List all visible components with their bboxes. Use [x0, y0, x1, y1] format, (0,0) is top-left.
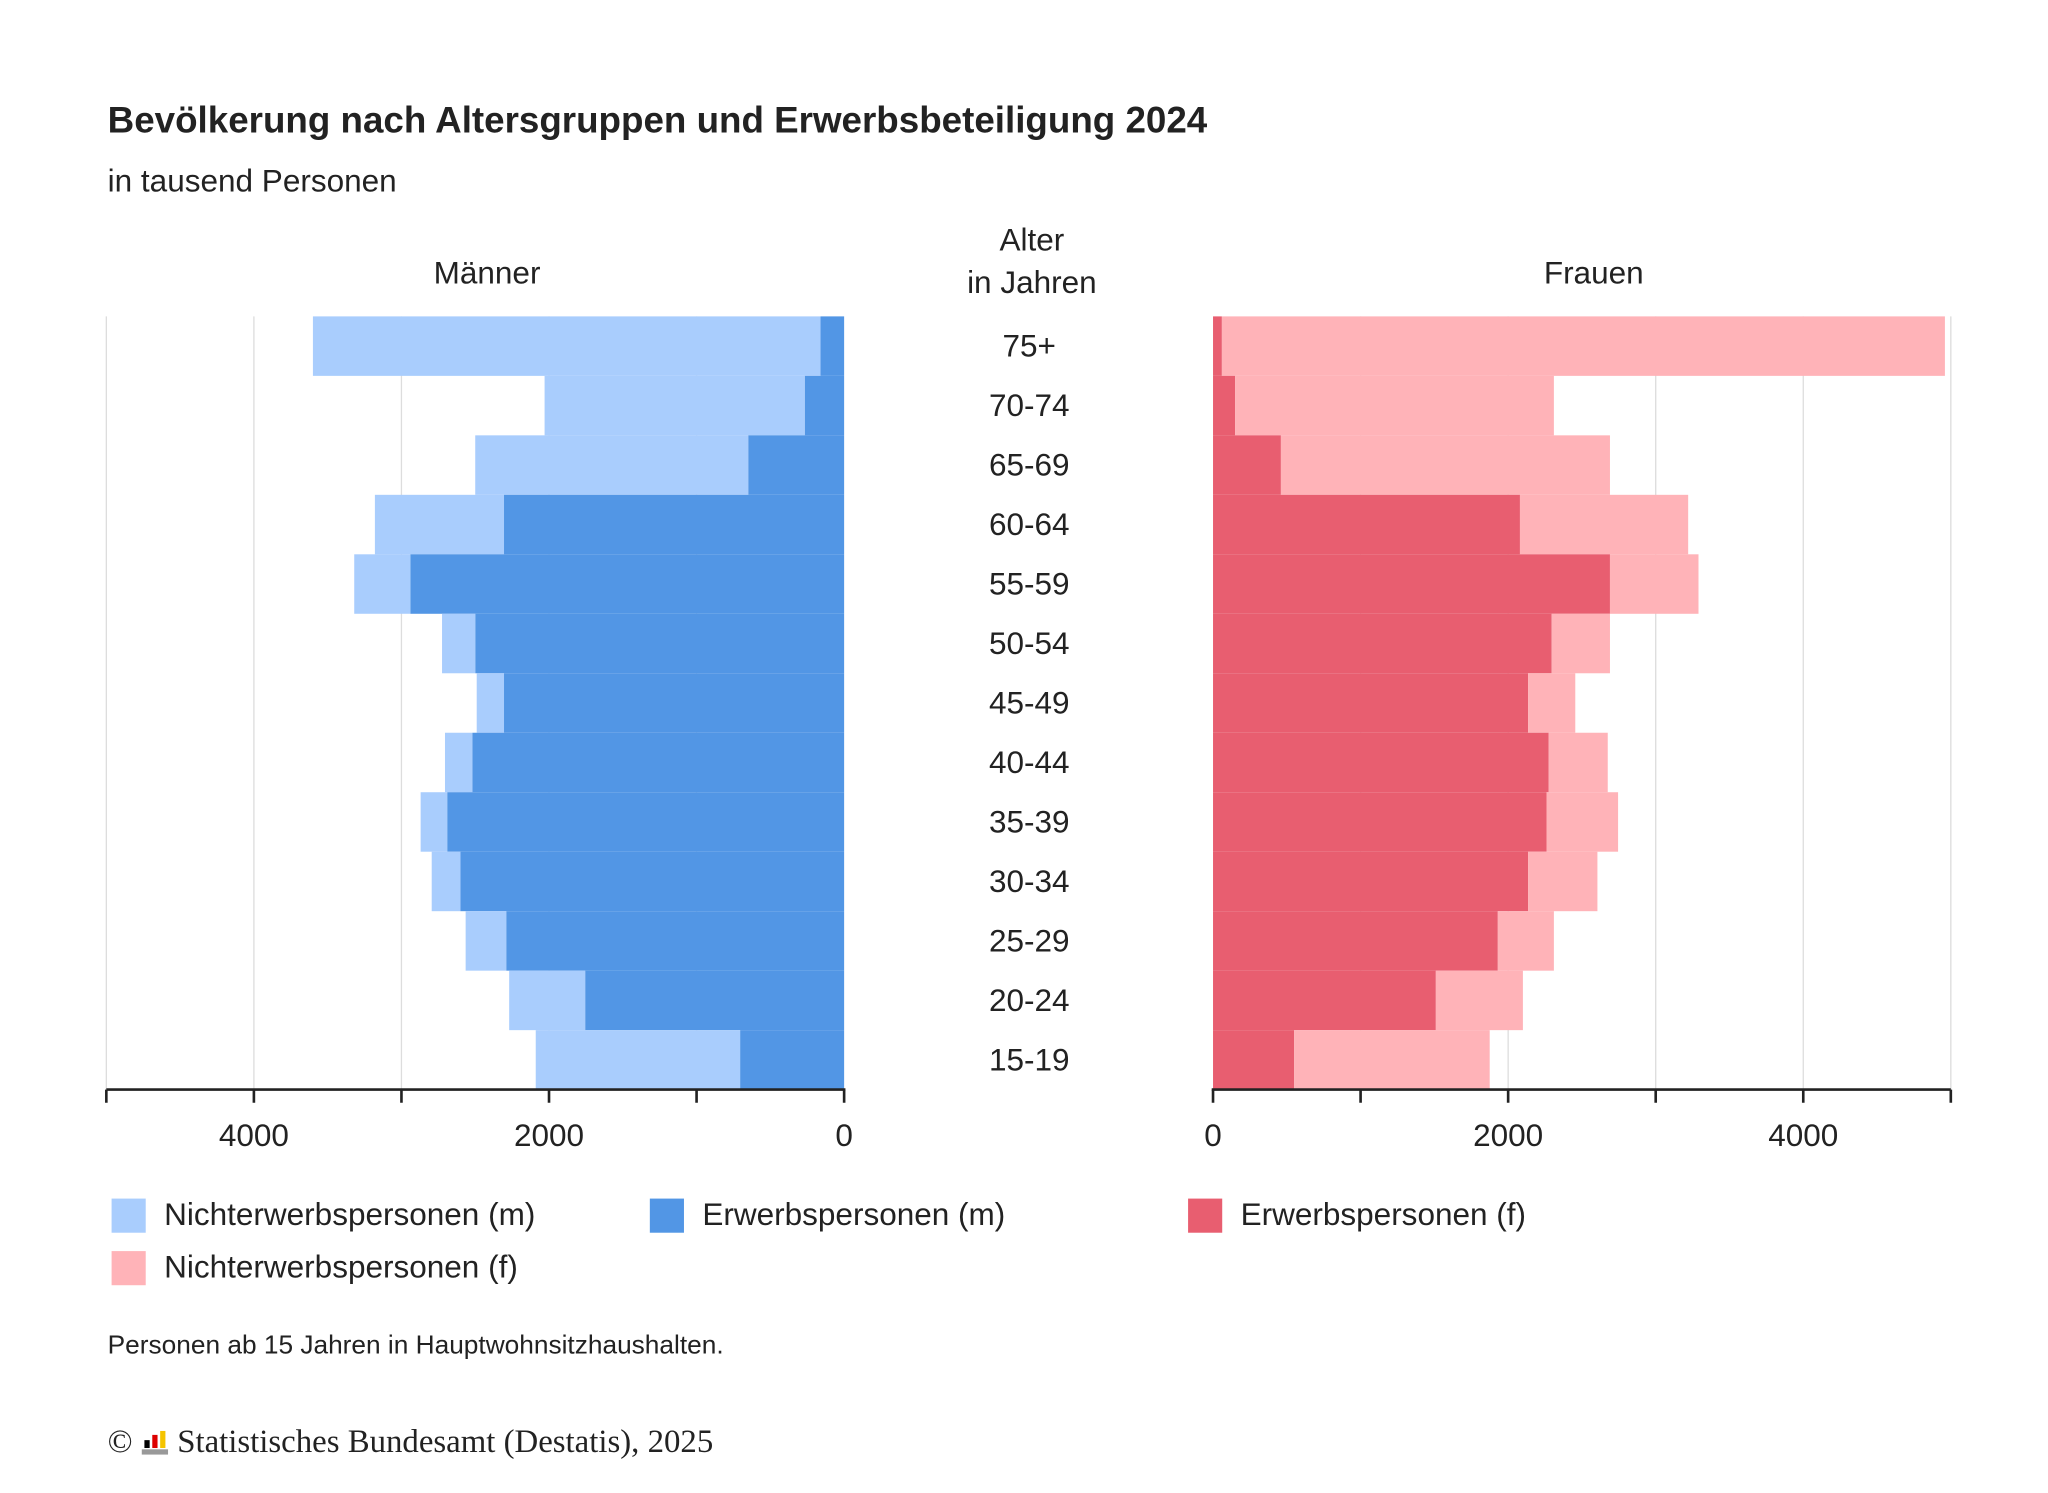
age-group-label: 65-69 [989, 447, 1070, 483]
source-text: Statistisches Bundesamt (Destatis), 2025 [177, 1424, 714, 1460]
bar-nichterwerbspersonen-f [1221, 316, 1945, 376]
legend-label: Nichterwerbspersonen (m) [164, 1197, 536, 1233]
age-group-label: 40-44 [989, 744, 1070, 780]
bar-nichterwerbspersonen-f [1519, 494, 1689, 555]
age-axis-title-line1: Alter [999, 222, 1064, 258]
bar-erwerbspersonen-m [804, 375, 845, 436]
bar-nichterwerbspersonen-f [1235, 375, 1554, 436]
legend-label: Erwerbspersonen (m) [702, 1197, 1006, 1233]
age-group-label: 35-39 [989, 803, 1070, 839]
bar-nichterwerbspersonen-f [1497, 911, 1554, 971]
bar-erwerbspersonen-m [585, 970, 845, 1031]
age-group-label: 20-24 [989, 982, 1070, 1018]
bar-erwerbspersonen-f [1213, 732, 1549, 793]
bar-nichterwerbspersonen-f [1528, 851, 1598, 912]
bar-erwerbspersonen-m [475, 613, 845, 674]
bar-nichterwerbspersonen-f [1294, 1030, 1490, 1090]
legend-item: Nichterwerbspersonen (f) [111, 1249, 518, 1287]
age-group-label: 75+ [1003, 328, 1056, 364]
x-tick-label-women: 0 [1204, 1117, 1222, 1153]
age-group-label: 30-34 [989, 863, 1070, 899]
bar-erwerbspersonen-f [1213, 673, 1529, 733]
bar-erwerbspersonen-m [504, 494, 845, 555]
bar-erwerbspersonen-m [460, 851, 845, 912]
bar-erwerbspersonen-f [1213, 435, 1281, 495]
bar-erwerbspersonen-f [1213, 613, 1552, 674]
bar-erwerbspersonen-m [506, 911, 845, 971]
legend-item: Erwerbspersonen (f) [1188, 1197, 1526, 1234]
legend-swatch [111, 1198, 146, 1233]
bar-erwerbspersonen-f [1213, 1030, 1295, 1090]
age-axis-title-line2: in Jahren [967, 264, 1097, 300]
bar-nichterwerbspersonen-m [465, 911, 507, 971]
chart-title: Bevölkerung nach Altersgruppen und Erwer… [107, 99, 1208, 141]
bar-erwerbspersonen-f [1213, 316, 1222, 376]
bar-erwerbspersonen-m [504, 673, 845, 733]
x-tick-label-women: 2000 [1473, 1117, 1543, 1153]
bar-erwerbspersonen-f [1213, 970, 1436, 1031]
destatis-logo-icon [141, 1430, 169, 1455]
legend-swatch [111, 1251, 146, 1286]
bar-nichterwerbspersonen-m [535, 1030, 741, 1090]
bar-nichterwerbspersonen-m [374, 494, 505, 555]
bar-erwerbspersonen-f [1213, 851, 1529, 912]
age-group-label: 15-19 [989, 1041, 1070, 1077]
bar-erwerbspersonen-m [748, 435, 845, 495]
bar-erwerbspersonen-f [1213, 494, 1520, 555]
x-tick-label-men: 4000 [219, 1117, 289, 1153]
chart-subtitle: in tausend Personen [107, 164, 397, 200]
age-group-label: 70-74 [989, 387, 1070, 423]
bar-nichterwerbspersonen-m [476, 673, 505, 733]
bar-nichterwerbspersonen-m [431, 851, 461, 912]
legend-item: Erwerbspersonen (m) [649, 1197, 1006, 1234]
bar-erwerbspersonen-m [410, 554, 845, 614]
age-group-label: 60-64 [989, 506, 1070, 542]
bar-nichterwerbspersonen-m [475, 435, 749, 495]
bar-nichterwerbspersonen-m [442, 613, 476, 674]
footnote: Personen ab 15 Jahren in Hauptwohnsitzha… [107, 1331, 724, 1361]
age-group-label: 25-29 [989, 922, 1070, 958]
bar-nichterwerbspersonen-m [420, 792, 448, 852]
copyright-symbol: © [107, 1424, 133, 1460]
bar-nichterwerbspersonen-m [544, 375, 805, 436]
legend-swatch [1188, 1198, 1223, 1233]
age-group-label: 45-49 [989, 685, 1070, 721]
bar-nichterwerbspersonen-f [1548, 732, 1608, 793]
bar-nichterwerbspersonen-f [1551, 613, 1610, 674]
bar-nichterwerbspersonen-f [1435, 970, 1523, 1031]
bar-erwerbspersonen-m [740, 1030, 845, 1090]
age-group-label: 50-54 [989, 625, 1070, 661]
x-tick-label-women: 4000 [1768, 1117, 1838, 1153]
bar-erwerbspersonen-m [472, 732, 845, 793]
source-line: © Statistisches Bundesamt (Destatis), 20… [108, 1424, 714, 1461]
bar-erwerbspersonen-m [447, 792, 845, 852]
bar-nichterwerbspersonen-f [1280, 435, 1610, 495]
legend-item: Nichterwerbspersonen (m) [111, 1197, 536, 1234]
age-group-label: 55-59 [989, 566, 1070, 602]
x-tick-label-men: 2000 [514, 1117, 584, 1153]
legend-label: Nichterwerbspersonen (f) [164, 1249, 518, 1286]
bar-erwerbspersonen-f [1213, 792, 1547, 852]
bar-erwerbspersonen-f [1213, 554, 1610, 614]
bar-nichterwerbspersonen-m [444, 732, 473, 793]
bar-erwerbspersonen-f [1213, 911, 1498, 971]
legend-label: Erwerbspersonen (f) [1240, 1197, 1527, 1233]
x-tick-label-men: 0 [835, 1117, 853, 1153]
panel-title-men: Männer [434, 255, 541, 291]
bar-nichterwerbspersonen-m [312, 316, 821, 376]
bar-nichterwerbspersonen-m [509, 970, 586, 1031]
bar-nichterwerbspersonen-f [1546, 792, 1619, 852]
pyramid-chart: Männer Frauen Alter in Jahren 75+ 70-74 65… [105, 222, 1953, 1153]
bar-nichterwerbspersonen-f [1528, 673, 1576, 733]
bar-nichterwerbspersonen-f [1609, 554, 1699, 614]
legend-swatch [649, 1198, 684, 1233]
panel-title-women: Frauen [1544, 255, 1644, 291]
bar-erwerbspersonen-m [820, 316, 845, 376]
bar-nichterwerbspersonen-m [354, 554, 411, 614]
bar-erwerbspersonen-f [1213, 375, 1236, 436]
